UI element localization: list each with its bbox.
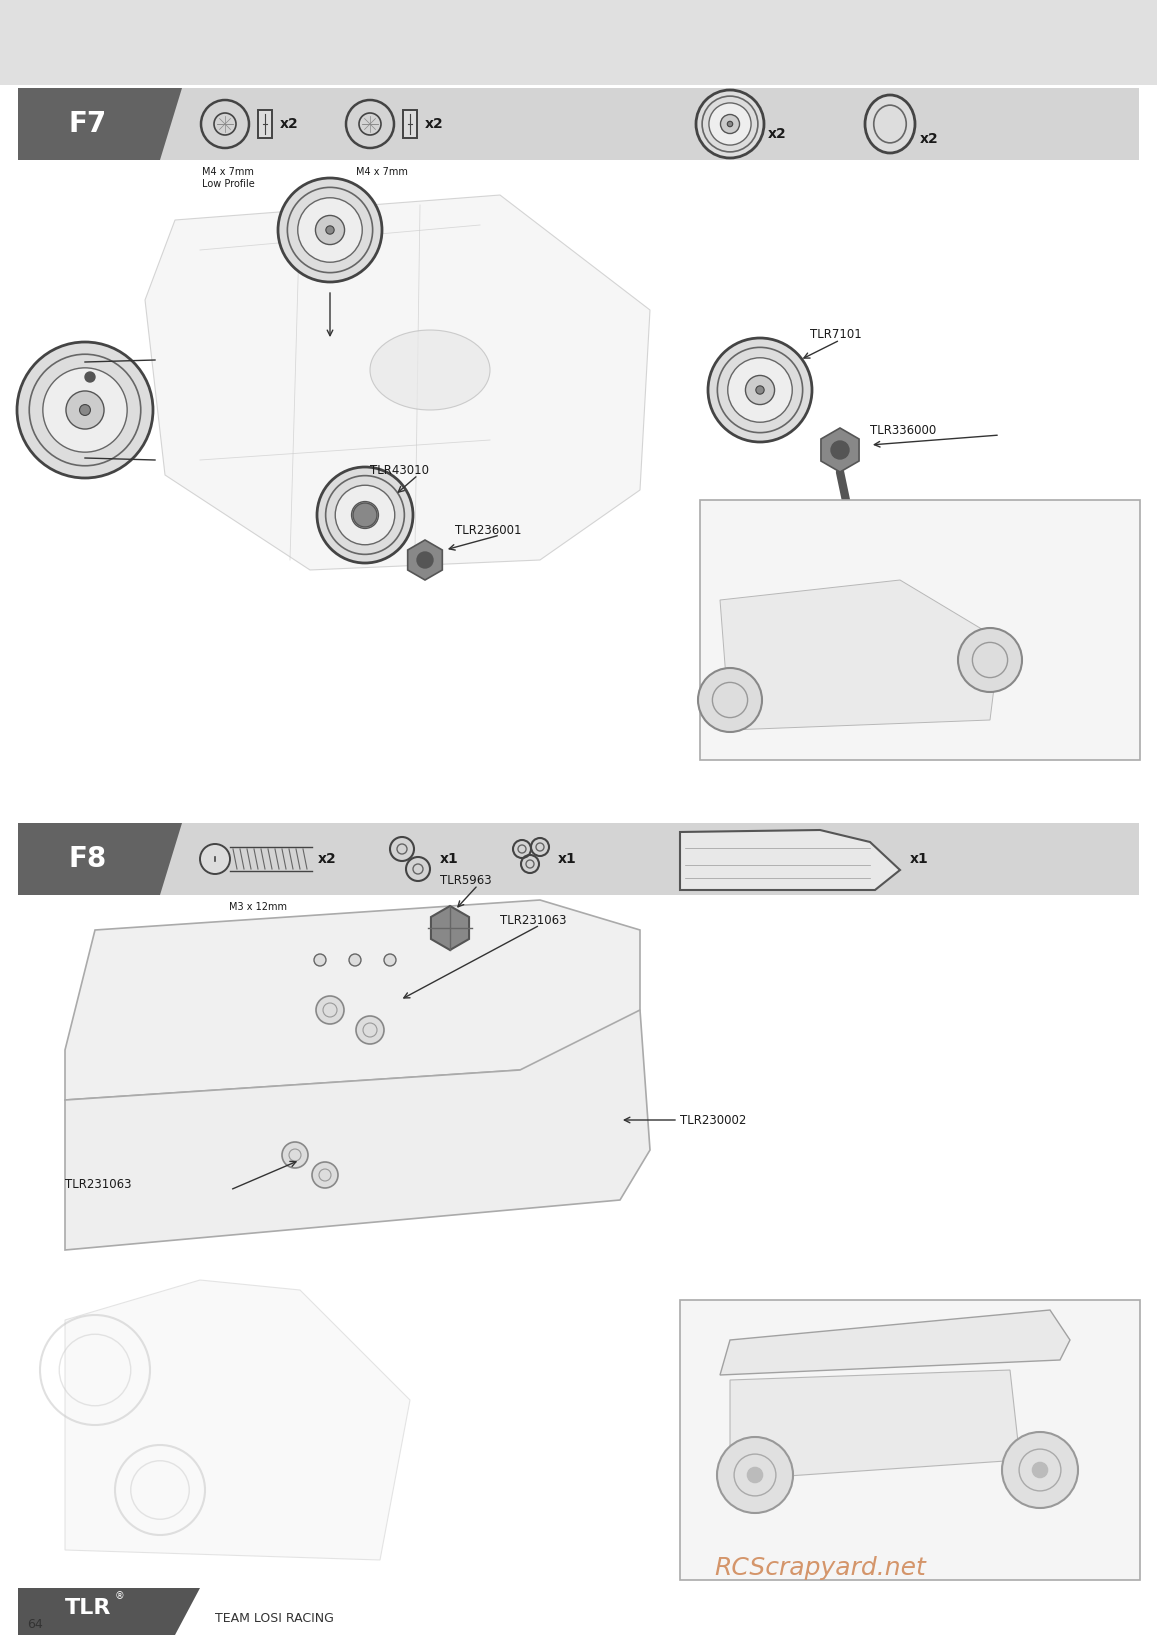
Circle shape xyxy=(1032,1462,1047,1478)
Bar xyxy=(157,823,1138,895)
Polygon shape xyxy=(407,540,442,579)
Circle shape xyxy=(698,668,762,732)
Polygon shape xyxy=(720,579,1000,730)
Text: TLR5963: TLR5963 xyxy=(440,874,492,887)
Text: x2: x2 xyxy=(318,851,337,866)
Ellipse shape xyxy=(370,331,491,409)
Text: TLR43010: TLR43010 xyxy=(370,463,429,476)
Polygon shape xyxy=(19,823,182,895)
Text: TLR336000: TLR336000 xyxy=(870,424,936,437)
Circle shape xyxy=(326,226,334,234)
Circle shape xyxy=(316,995,344,1025)
Text: TLR231063: TLR231063 xyxy=(65,1179,132,1192)
Circle shape xyxy=(721,115,739,134)
Text: TEAM LOSI RACING: TEAM LOSI RACING xyxy=(215,1611,334,1624)
Text: x1: x1 xyxy=(911,851,929,866)
Text: M3 x 12mm: M3 x 12mm xyxy=(229,902,287,912)
Polygon shape xyxy=(430,905,469,949)
Polygon shape xyxy=(730,1370,1020,1480)
Text: TLR231063: TLR231063 xyxy=(500,913,567,927)
Text: x1: x1 xyxy=(558,851,576,866)
Ellipse shape xyxy=(865,95,915,152)
Circle shape xyxy=(717,1437,793,1513)
Circle shape xyxy=(417,552,433,568)
Circle shape xyxy=(316,216,345,244)
Circle shape xyxy=(17,342,153,478)
Bar xyxy=(0,0,1157,85)
Polygon shape xyxy=(19,88,182,160)
Polygon shape xyxy=(65,900,640,1100)
Circle shape xyxy=(745,375,774,404)
Circle shape xyxy=(352,501,378,529)
Circle shape xyxy=(384,954,396,966)
Bar xyxy=(157,88,1138,160)
Circle shape xyxy=(958,629,1022,692)
Circle shape xyxy=(353,503,377,527)
Text: x2: x2 xyxy=(425,116,444,131)
Text: TLR230002: TLR230002 xyxy=(680,1113,746,1126)
Circle shape xyxy=(43,368,127,452)
Circle shape xyxy=(709,103,751,146)
Bar xyxy=(700,499,1140,760)
Polygon shape xyxy=(65,1010,650,1251)
Circle shape xyxy=(200,845,230,874)
Circle shape xyxy=(278,178,382,282)
Text: RCScrapyard.net: RCScrapyard.net xyxy=(714,1557,926,1580)
Polygon shape xyxy=(680,830,900,891)
Circle shape xyxy=(728,121,732,126)
Polygon shape xyxy=(821,427,858,471)
Text: x2: x2 xyxy=(280,116,299,131)
Text: M4 x 7mm: M4 x 7mm xyxy=(356,167,408,177)
Text: x2: x2 xyxy=(768,128,787,141)
Text: M4 x 7mm
Low Profile: M4 x 7mm Low Profile xyxy=(201,167,255,188)
Circle shape xyxy=(728,359,793,422)
Text: TLR: TLR xyxy=(65,1598,111,1617)
Polygon shape xyxy=(720,1310,1070,1375)
Circle shape xyxy=(66,391,104,429)
Text: x2: x2 xyxy=(920,133,938,146)
Circle shape xyxy=(747,1467,762,1483)
Circle shape xyxy=(756,386,764,395)
Text: TLR7101: TLR7101 xyxy=(810,329,862,342)
Text: 64: 64 xyxy=(27,1619,43,1632)
Circle shape xyxy=(84,372,95,381)
Text: F7: F7 xyxy=(69,110,108,138)
Bar xyxy=(680,1300,1140,1580)
Circle shape xyxy=(708,337,812,442)
Circle shape xyxy=(349,954,361,966)
Circle shape xyxy=(336,485,395,545)
Text: TLR236001: TLR236001 xyxy=(455,524,522,537)
Circle shape xyxy=(312,1162,338,1188)
Text: x1: x1 xyxy=(440,851,458,866)
Circle shape xyxy=(282,1143,308,1169)
Circle shape xyxy=(361,511,369,519)
Circle shape xyxy=(314,954,326,966)
Polygon shape xyxy=(145,195,650,570)
Circle shape xyxy=(80,404,90,416)
Polygon shape xyxy=(19,1588,200,1635)
Text: F8: F8 xyxy=(69,845,108,873)
Circle shape xyxy=(317,467,413,563)
Bar xyxy=(403,110,417,138)
Circle shape xyxy=(297,198,362,262)
Polygon shape xyxy=(65,1280,410,1560)
Circle shape xyxy=(1002,1432,1078,1508)
Circle shape xyxy=(356,1017,384,1044)
Bar xyxy=(258,110,272,138)
Circle shape xyxy=(697,90,764,159)
Circle shape xyxy=(831,440,849,458)
Text: ®: ® xyxy=(116,1591,125,1601)
